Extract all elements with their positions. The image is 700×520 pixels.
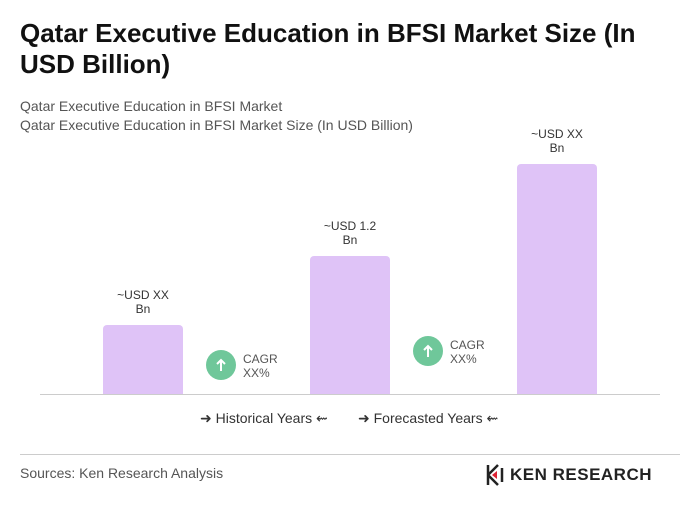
legend-item: ➜ Forecasted Years ⇜ [358, 410, 499, 426]
cagr-label: CAGR XX% [450, 338, 485, 366]
bar [310, 256, 390, 394]
cagr-icon [206, 350, 236, 380]
subtitle: Qatar Executive Education in BFSI Market [20, 98, 283, 114]
bar [517, 164, 597, 394]
value-label: ~USD 1.2 Bn [323, 219, 377, 247]
logo-icon [486, 464, 504, 486]
bar [103, 325, 183, 394]
chart-title: Qatar Executive Education in BFSI Market… [20, 18, 636, 79]
value-label: ~USD XX Bn [531, 127, 583, 155]
subtitle: Qatar Executive Education in BFSI Market… [20, 117, 413, 133]
logo: KEN RESEARCH [510, 465, 653, 484]
legend-label: Forecasted Years [373, 410, 483, 426]
legend-item: ➜ Historical Years ⇜ [200, 410, 328, 426]
baseline [40, 394, 660, 395]
legend-label: Historical Years [215, 410, 313, 426]
cagr-icon [413, 336, 443, 366]
source: Sources: Ken Research Analysis [20, 465, 224, 481]
cagr-label: CAGR XX% [243, 352, 278, 380]
separator [20, 454, 680, 455]
value-label: ~USD XX Bn [117, 288, 169, 316]
